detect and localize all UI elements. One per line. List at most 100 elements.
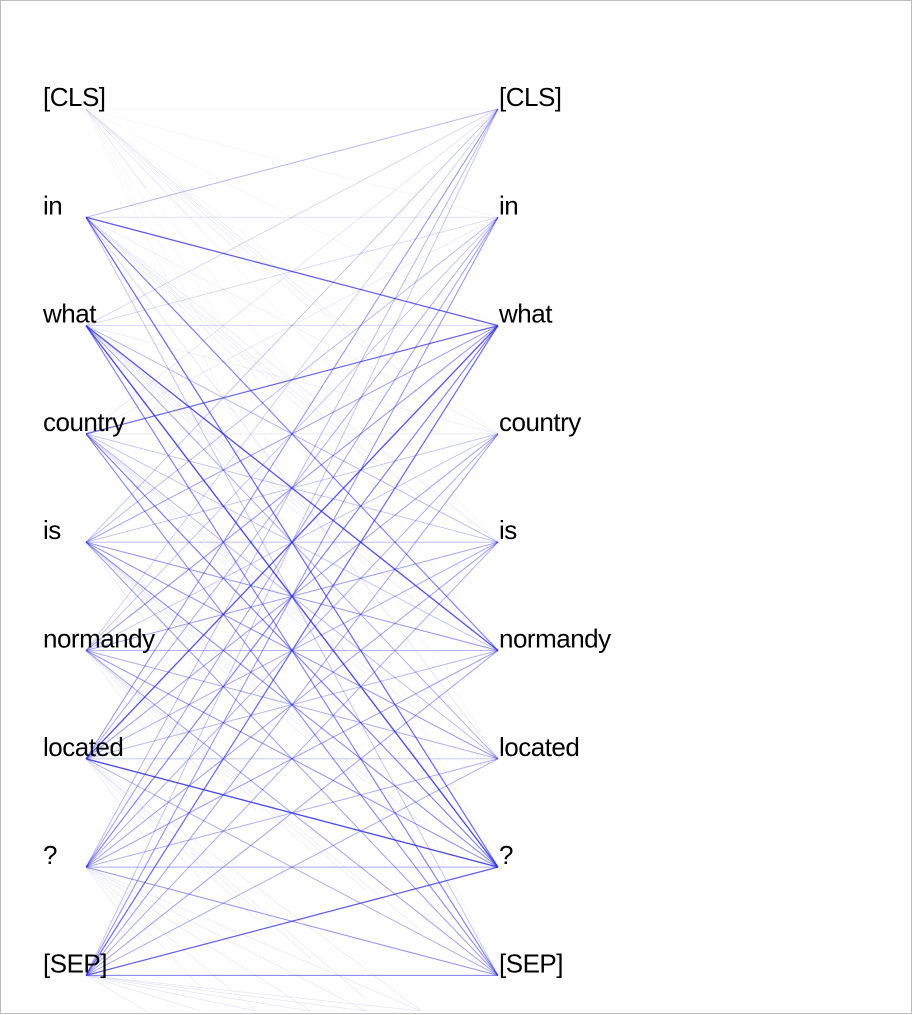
- faint-line: [85, 542, 367, 783]
- attention-edge: [85, 108, 499, 543]
- faint-line: [85, 108, 202, 230]
- faint-line: [85, 975, 312, 1012]
- attention-edge: [85, 541, 499, 868]
- left-token-label[interactable]: [CLS]: [43, 82, 106, 112]
- faint-line: [85, 866, 257, 1012]
- faint-line: [85, 866, 147, 948]
- faint-line: [85, 325, 312, 526]
- faint-line: [85, 542, 312, 743]
- attention-edge: [85, 108, 499, 326]
- faint-line: [85, 217, 312, 418]
- attention-edge: [85, 217, 499, 976]
- attention-edge: [85, 650, 499, 760]
- right-token-label[interactable]: is: [499, 515, 518, 545]
- faint-line: [85, 975, 367, 1012]
- faint-line: [85, 975, 202, 1012]
- faint-line: [85, 217, 147, 298]
- attention-edge: [85, 108, 499, 326]
- faint-line: [85, 650, 202, 771]
- faint-line: [85, 433, 367, 675]
- faint-line: [85, 325, 367, 566]
- faint-line: [85, 325, 422, 606]
- faint-line: [85, 433, 312, 635]
- faint-line: [85, 866, 312, 1012]
- faint-line: [85, 758, 422, 1012]
- attention-edge: [85, 216, 499, 435]
- attention-edge: [85, 541, 499, 976]
- faint-line: [85, 650, 147, 731]
- left-token-label[interactable]: located: [43, 732, 124, 762]
- right-token-label[interactable]: what: [498, 299, 554, 329]
- faint-line: [85, 433, 257, 595]
- faint-line: [85, 758, 257, 919]
- faint-line: [85, 542, 257, 703]
- faint-line: [85, 325, 257, 486]
- faint-line: [85, 108, 367, 350]
- attention-edge: [85, 650, 499, 868]
- faint-line: [85, 542, 147, 623]
- faint-line: [85, 542, 422, 823]
- attention-edge: [85, 216, 499, 326]
- attention-edge: [85, 108, 499, 543]
- faint-line: [85, 108, 312, 310]
- faint-line: [85, 217, 422, 498]
- faint-line: [85, 542, 202, 663]
- right-token-label[interactable]: ?: [499, 840, 514, 870]
- faint-line: [85, 758, 367, 999]
- attention-edge: [85, 866, 499, 977]
- attention-edge: [85, 108, 499, 651]
- attention-edge: [85, 650, 499, 976]
- attention-edge: [85, 650, 499, 760]
- faint-line: [85, 758, 147, 839]
- faint-line: [85, 108, 257, 270]
- faint-line: [85, 433, 422, 715]
- attention-edges: [85, 108, 499, 977]
- faint-line: [85, 866, 422, 1012]
- left-token-label[interactable]: [SEP]: [43, 948, 107, 978]
- attention-edge: [85, 217, 499, 868]
- right-token-label[interactable]: [CLS]: [499, 82, 562, 112]
- left-token-column: [CLS] in what country is normandy located? [SEP…: [42, 82, 156, 978]
- attention-edge: [85, 108, 499, 868]
- faint-line: [85, 108, 147, 190]
- faint-line: [85, 217, 367, 458]
- left-token-label[interactable]: is: [43, 515, 62, 545]
- left-token-label[interactable]: country: [43, 407, 126, 437]
- faint-line: [85, 108, 422, 390]
- left-token-label[interactable]: in: [43, 190, 63, 220]
- attention-edge: [85, 108, 499, 976]
- attention-edge: [85, 325, 499, 651]
- faint-line: [85, 975, 257, 1012]
- attention-edge: [85, 216, 499, 543]
- faint-line: [85, 650, 257, 811]
- right-token-label[interactable]: country: [499, 407, 582, 437]
- left-token-label[interactable]: what: [42, 299, 98, 329]
- right-token-label[interactable]: in: [499, 190, 519, 220]
- faint-line: [85, 758, 202, 879]
- left-token-label[interactable]: normandy: [43, 624, 156, 654]
- faint-line: [85, 325, 202, 446]
- attention-edge: [85, 217, 499, 760]
- attention-edge: [85, 108, 499, 218]
- attention-edge: [85, 216, 499, 327]
- faint-line: [85, 866, 202, 988]
- attention-edge: [85, 758, 499, 976]
- attention-edge: [85, 108, 499, 218]
- right-token-column: [CLS] in what country is normandy located? [SEP…: [498, 82, 612, 978]
- attention-edge: [85, 758, 499, 976]
- faint-line: [85, 975, 147, 1012]
- right-token-label[interactable]: normandy: [499, 624, 612, 654]
- faint-line: [85, 975, 422, 1012]
- attention-edge: [85, 325, 499, 760]
- right-token-label[interactable]: [SEP]: [499, 948, 563, 978]
- left-token-label[interactable]: ?: [43, 840, 58, 870]
- faint-lines-layer: [85, 108, 422, 1012]
- faint-line: [85, 650, 422, 931]
- attention-edge: [85, 325, 499, 976]
- attention-edge: [85, 108, 499, 760]
- right-token-label[interactable]: located: [499, 732, 580, 762]
- faint-line: [85, 650, 312, 851]
- faint-line: [85, 217, 257, 378]
